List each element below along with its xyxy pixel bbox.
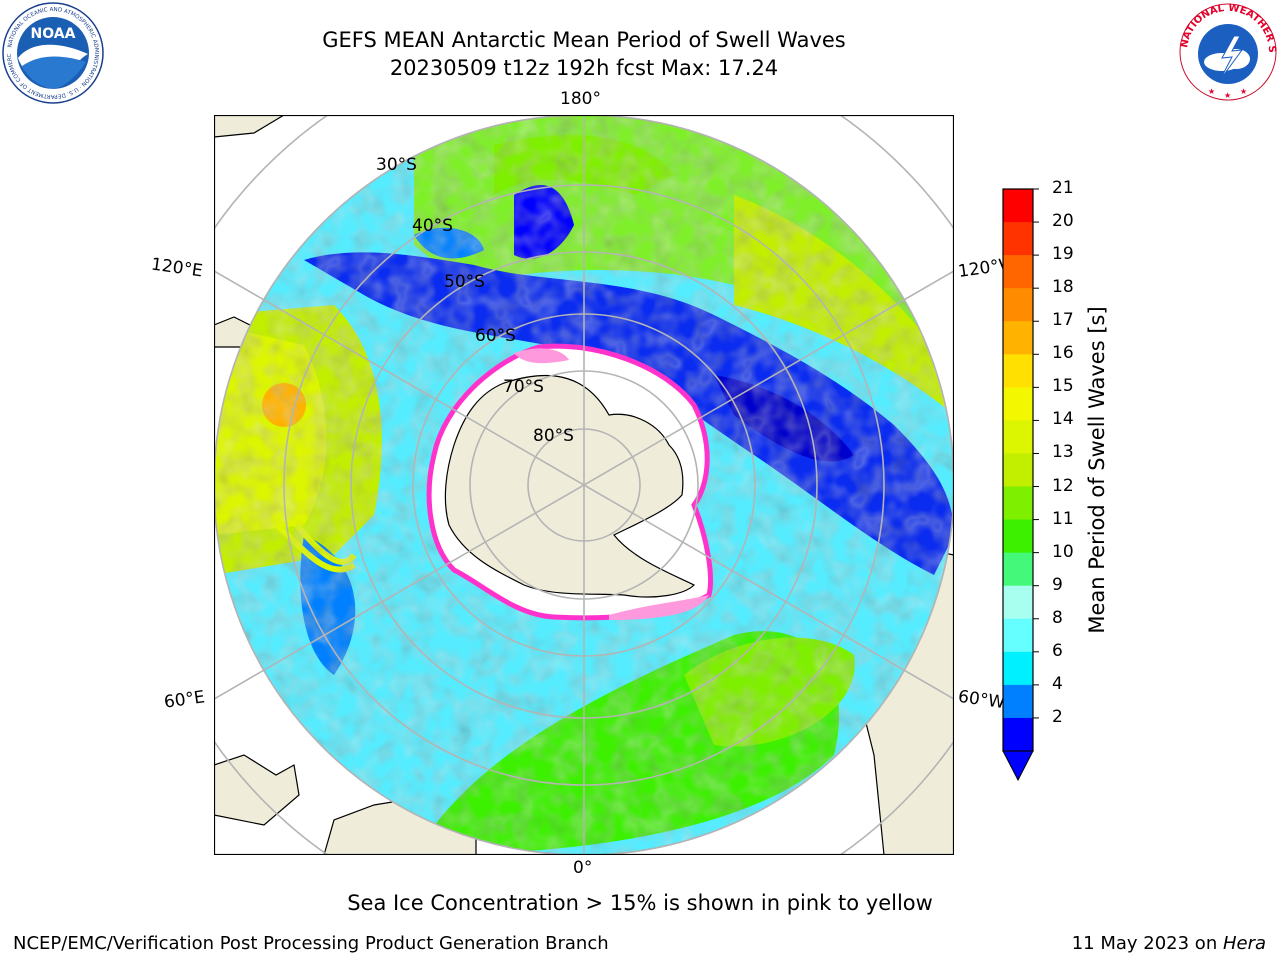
footer-credit: NCEP/EMC/Verification Post Processing Pr… bbox=[13, 933, 609, 954]
chart-subtitle: 20230509 t12z 192h fcst Max: 17.24 bbox=[389, 56, 779, 80]
map-panel: 30°S 40°S 50°S 60°S 70°S 80°S bbox=[214, 115, 954, 855]
lat-label-50s: 50°S bbox=[444, 272, 485, 292]
colorbar-tick-label: 21 bbox=[1052, 178, 1074, 198]
lat-label-60s: 60°S bbox=[475, 326, 516, 346]
colorbar-segment bbox=[1003, 519, 1033, 554]
colorbar-tick-label: 9 bbox=[1052, 574, 1063, 595]
colorbar-segment bbox=[1003, 552, 1033, 587]
footer-date: 11 May 2023 on Hera bbox=[1072, 933, 1266, 954]
lat-label-80s: 80°S bbox=[533, 426, 574, 446]
colorbar-tick-label: 20 bbox=[1052, 211, 1074, 232]
lon-label-120e: 120°E bbox=[149, 254, 204, 282]
lon-label-180: 180° bbox=[560, 89, 601, 109]
colorbar-segment bbox=[1003, 189, 1033, 223]
colorbar-tick-label: 4 bbox=[1052, 673, 1063, 694]
colorbar-extend-arrow bbox=[1002, 750, 1034, 782]
colorbar-segment bbox=[1003, 420, 1033, 454]
lon-label-60e: 60°E bbox=[162, 687, 207, 713]
lat-label-70s: 70°S bbox=[503, 377, 544, 397]
colorbar-segment bbox=[1003, 387, 1033, 421]
colorbar-segment bbox=[1003, 684, 1033, 719]
colorbar-tick-label: 14 bbox=[1052, 409, 1074, 430]
colorbar-tick-label: 18 bbox=[1052, 277, 1074, 298]
colorbar-segment bbox=[1003, 486, 1033, 521]
colorbar-segment bbox=[1003, 453, 1033, 488]
colorbar-tick-label: 11 bbox=[1052, 508, 1074, 529]
colorbar-segment bbox=[1003, 651, 1033, 686]
latitude-labels: 30°S 40°S 50°S 60°S 70°S 80°S bbox=[376, 155, 574, 446]
map-frame bbox=[214, 115, 954, 855]
nws-logo: NATIONAL WEATHER SERVICE ★★★ bbox=[1178, 2, 1277, 101]
colorbar-outline bbox=[1002, 188, 1034, 752]
graticule bbox=[214, 115, 954, 855]
colorbar-label: Mean Period of Swell Waves [s] bbox=[1085, 306, 1109, 634]
colorbar-segment bbox=[1003, 717, 1033, 752]
colorbar-tick-label: 17 bbox=[1052, 310, 1074, 331]
colorbar-segment bbox=[1003, 354, 1033, 388]
colorbar-segment bbox=[1003, 255, 1033, 289]
chart-title: GEFS MEAN Antarctic Mean Period of Swell… bbox=[322, 28, 846, 52]
lon-label-60w: 60°W bbox=[956, 686, 1007, 714]
footer-host: Hera bbox=[1222, 933, 1266, 954]
colorbar-segment bbox=[1003, 222, 1033, 256]
colorbar-tick-label: 15 bbox=[1052, 376, 1074, 397]
colorbar-tick-label: 6 bbox=[1052, 640, 1063, 661]
svg-text:★: ★ bbox=[1224, 91, 1231, 100]
colorbar-tick-label: 2 bbox=[1052, 706, 1063, 727]
footer-date-text: 11 May 2023 on bbox=[1071, 933, 1223, 954]
colorbar bbox=[1002, 188, 1039, 782]
noaa-logo: NATIONAL OCEANIC AND ATMOSPHERIC ADMINIS… bbox=[2, 2, 104, 104]
noaa-logo-text: NOAA bbox=[31, 26, 76, 42]
lat-label-30s: 30°S bbox=[376, 155, 417, 175]
colorbar-tick-label: 10 bbox=[1052, 541, 1074, 562]
colorbar-segment bbox=[1003, 585, 1033, 620]
colorbar-segment bbox=[1003, 321, 1033, 355]
sea-ice-note: Sea Ice Concentration > 15% is shown in … bbox=[347, 891, 933, 915]
lon-label-0: 0° bbox=[573, 858, 593, 878]
svg-text:★: ★ bbox=[1208, 87, 1215, 96]
svg-text:★: ★ bbox=[1240, 87, 1247, 96]
colorbar-tick-label: 8 bbox=[1052, 607, 1063, 628]
colorbar-tick-label: 16 bbox=[1052, 343, 1074, 364]
lat-label-40s: 40°S bbox=[412, 216, 453, 236]
colorbar-tick-label: 19 bbox=[1052, 244, 1074, 265]
colorbar-segment bbox=[1003, 618, 1033, 653]
antarctica-landmass bbox=[444, 374, 696, 598]
colorbar-tick-label: 12 bbox=[1052, 475, 1074, 496]
colorbar-segment bbox=[1003, 288, 1033, 322]
colorbar-tick-label: 13 bbox=[1052, 442, 1074, 463]
